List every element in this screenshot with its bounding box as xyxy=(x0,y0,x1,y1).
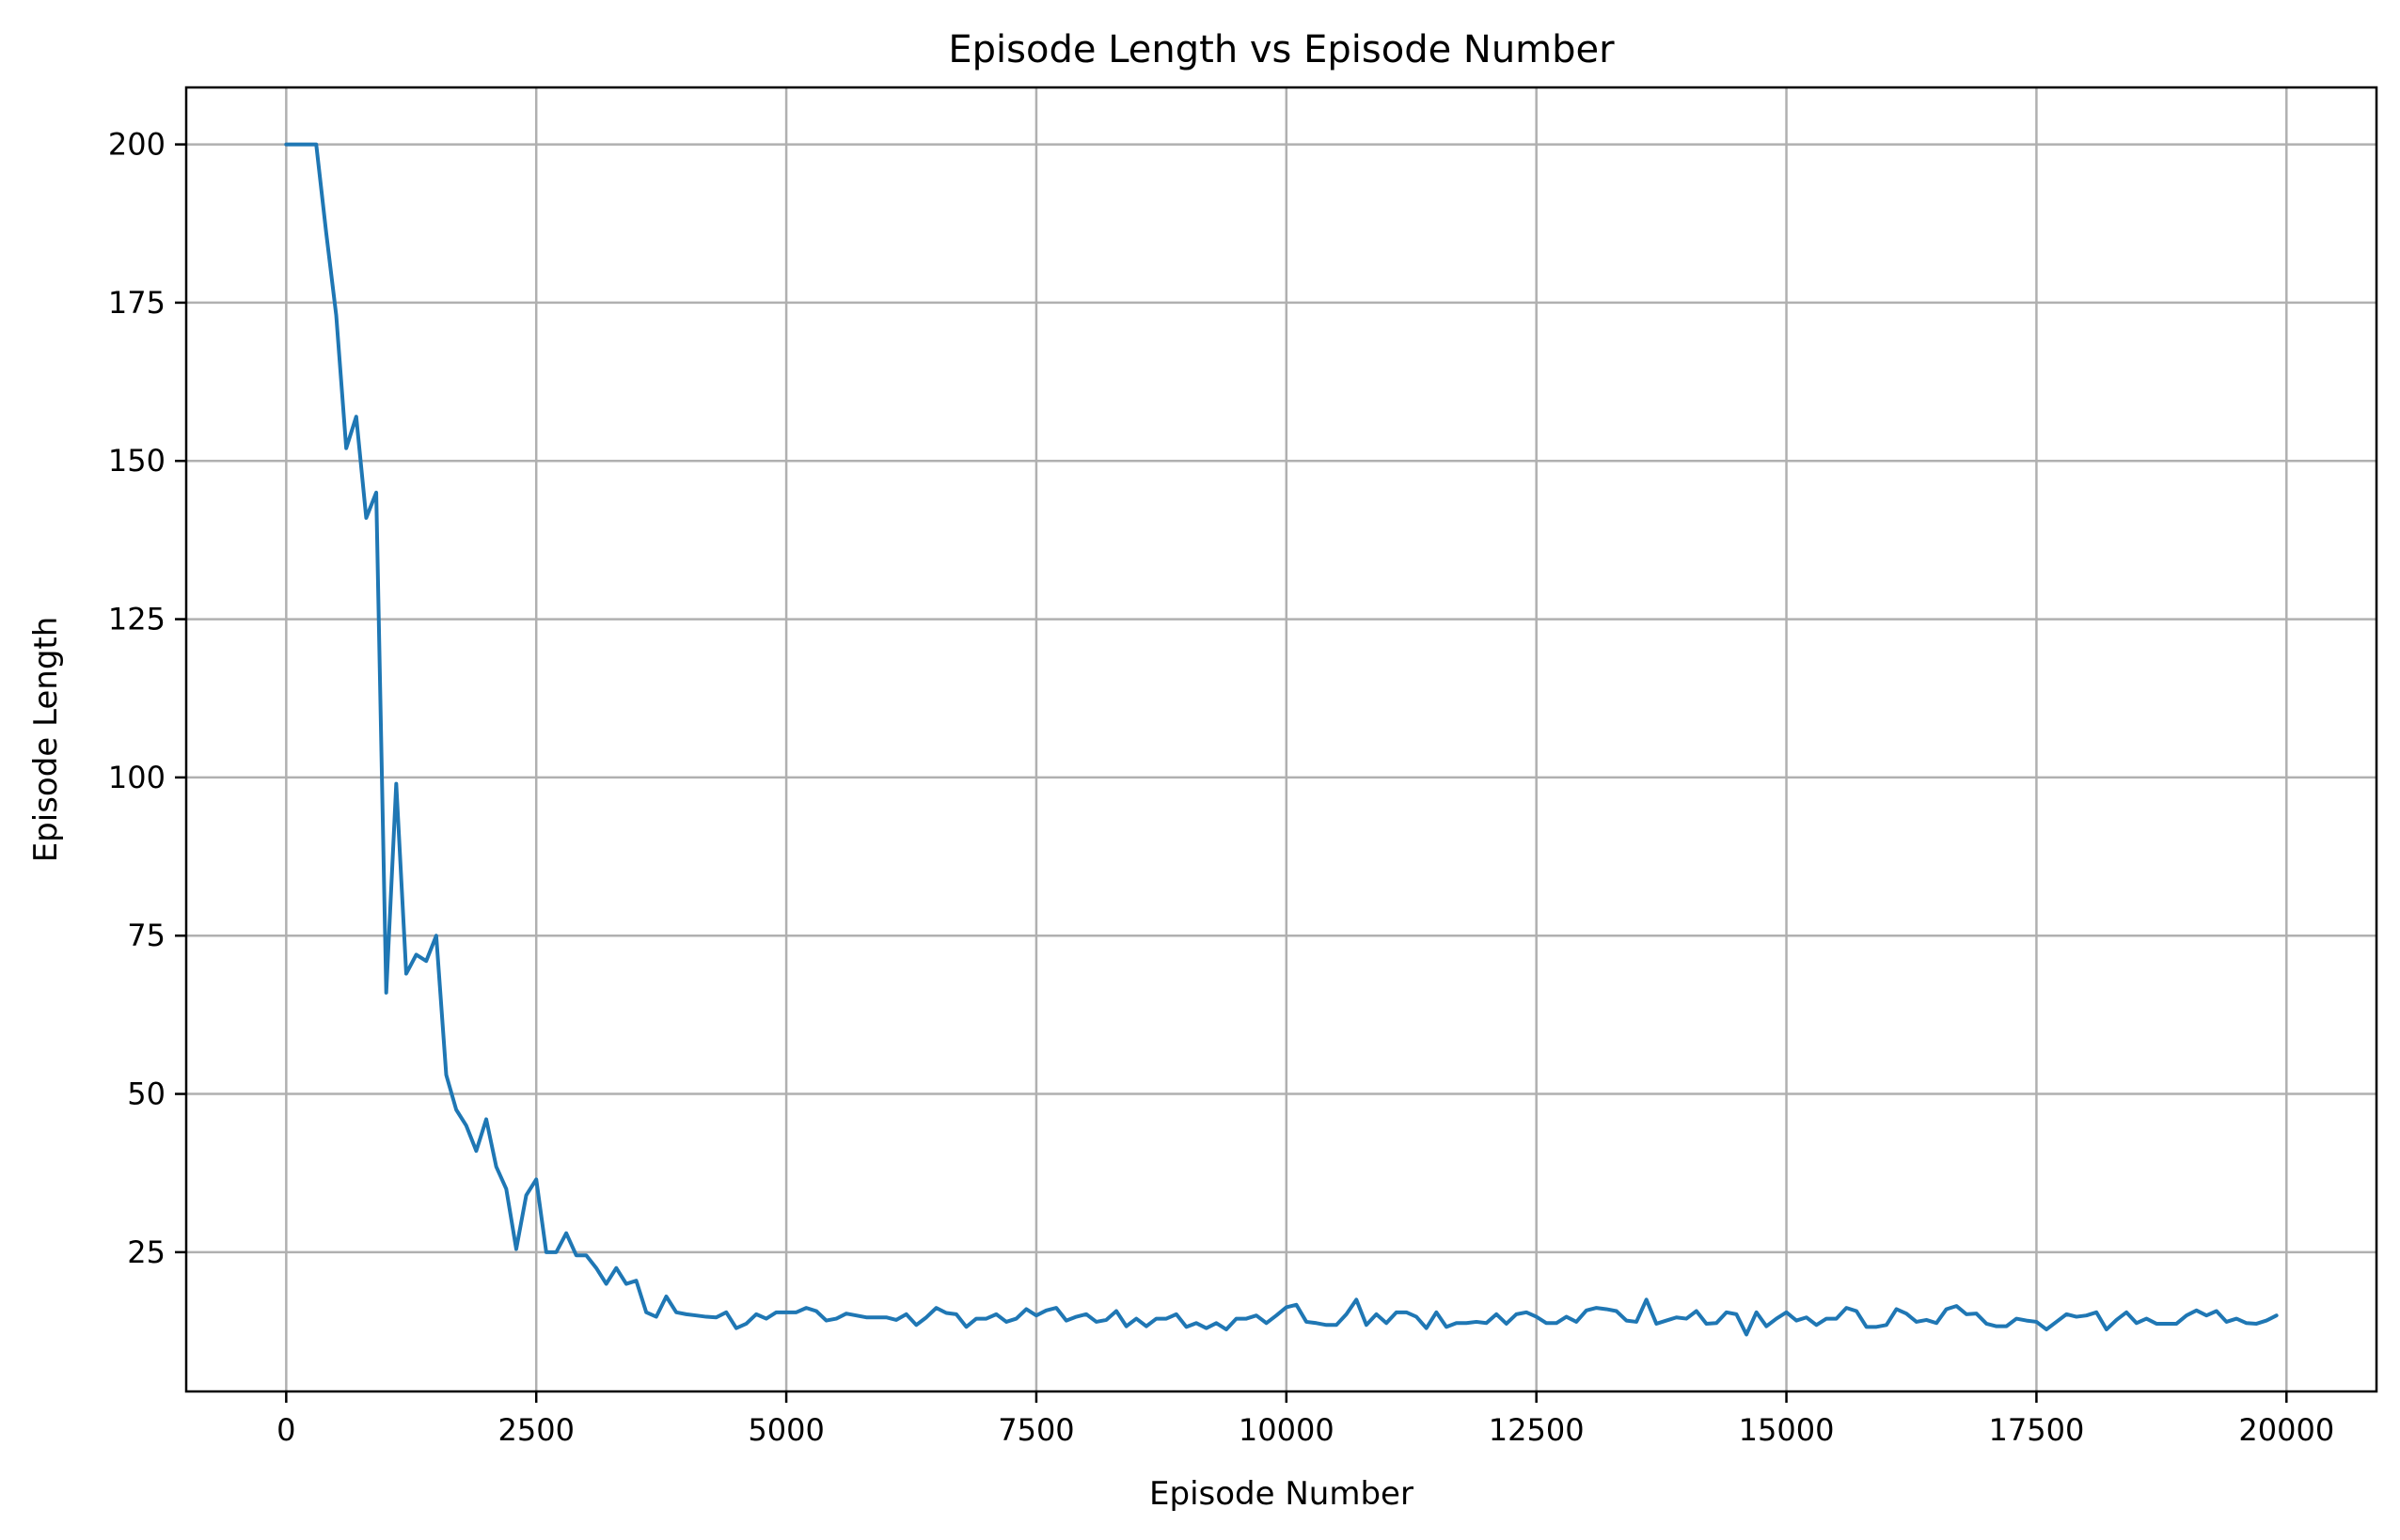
x-axis-label: Episode Number xyxy=(1149,1475,1413,1513)
chart-title: Episode Length vs Episode Number xyxy=(948,28,1615,71)
x-tick-label: 2500 xyxy=(497,1412,574,1448)
y-tick-label: 50 xyxy=(127,1076,166,1112)
x-tick-label: 20000 xyxy=(2238,1412,2334,1448)
y-axis-label: Episode Length xyxy=(27,617,65,863)
x-tick-label: 10000 xyxy=(1239,1412,1334,1448)
y-tick-label: 75 xyxy=(127,918,166,953)
x-tick-label: 15000 xyxy=(1739,1412,1835,1448)
x-tick-label: 17500 xyxy=(1989,1412,2085,1448)
ticks-layer: 0 2500 5000 7500 10000 12500 15000 17500 20000 25… xyxy=(108,127,2334,1448)
x-tick-label: 12500 xyxy=(1489,1412,1585,1448)
y-tick-label: 200 xyxy=(108,127,166,163)
y-tick-label: 125 xyxy=(108,602,166,637)
grid-layer xyxy=(186,87,2376,1391)
x-tick-label: 7500 xyxy=(998,1412,1074,1448)
y-tick-label: 175 xyxy=(108,285,166,321)
y-tick-label: 150 xyxy=(108,443,166,479)
y-tick-label: 100 xyxy=(108,760,166,795)
y-tick-label: 25 xyxy=(127,1234,166,1270)
x-tick-label: 5000 xyxy=(748,1412,824,1448)
plot-frame xyxy=(184,86,2378,1393)
series-layer xyxy=(284,142,2279,1337)
x-tick-label: 0 xyxy=(276,1412,295,1448)
series-line xyxy=(284,142,2279,1337)
